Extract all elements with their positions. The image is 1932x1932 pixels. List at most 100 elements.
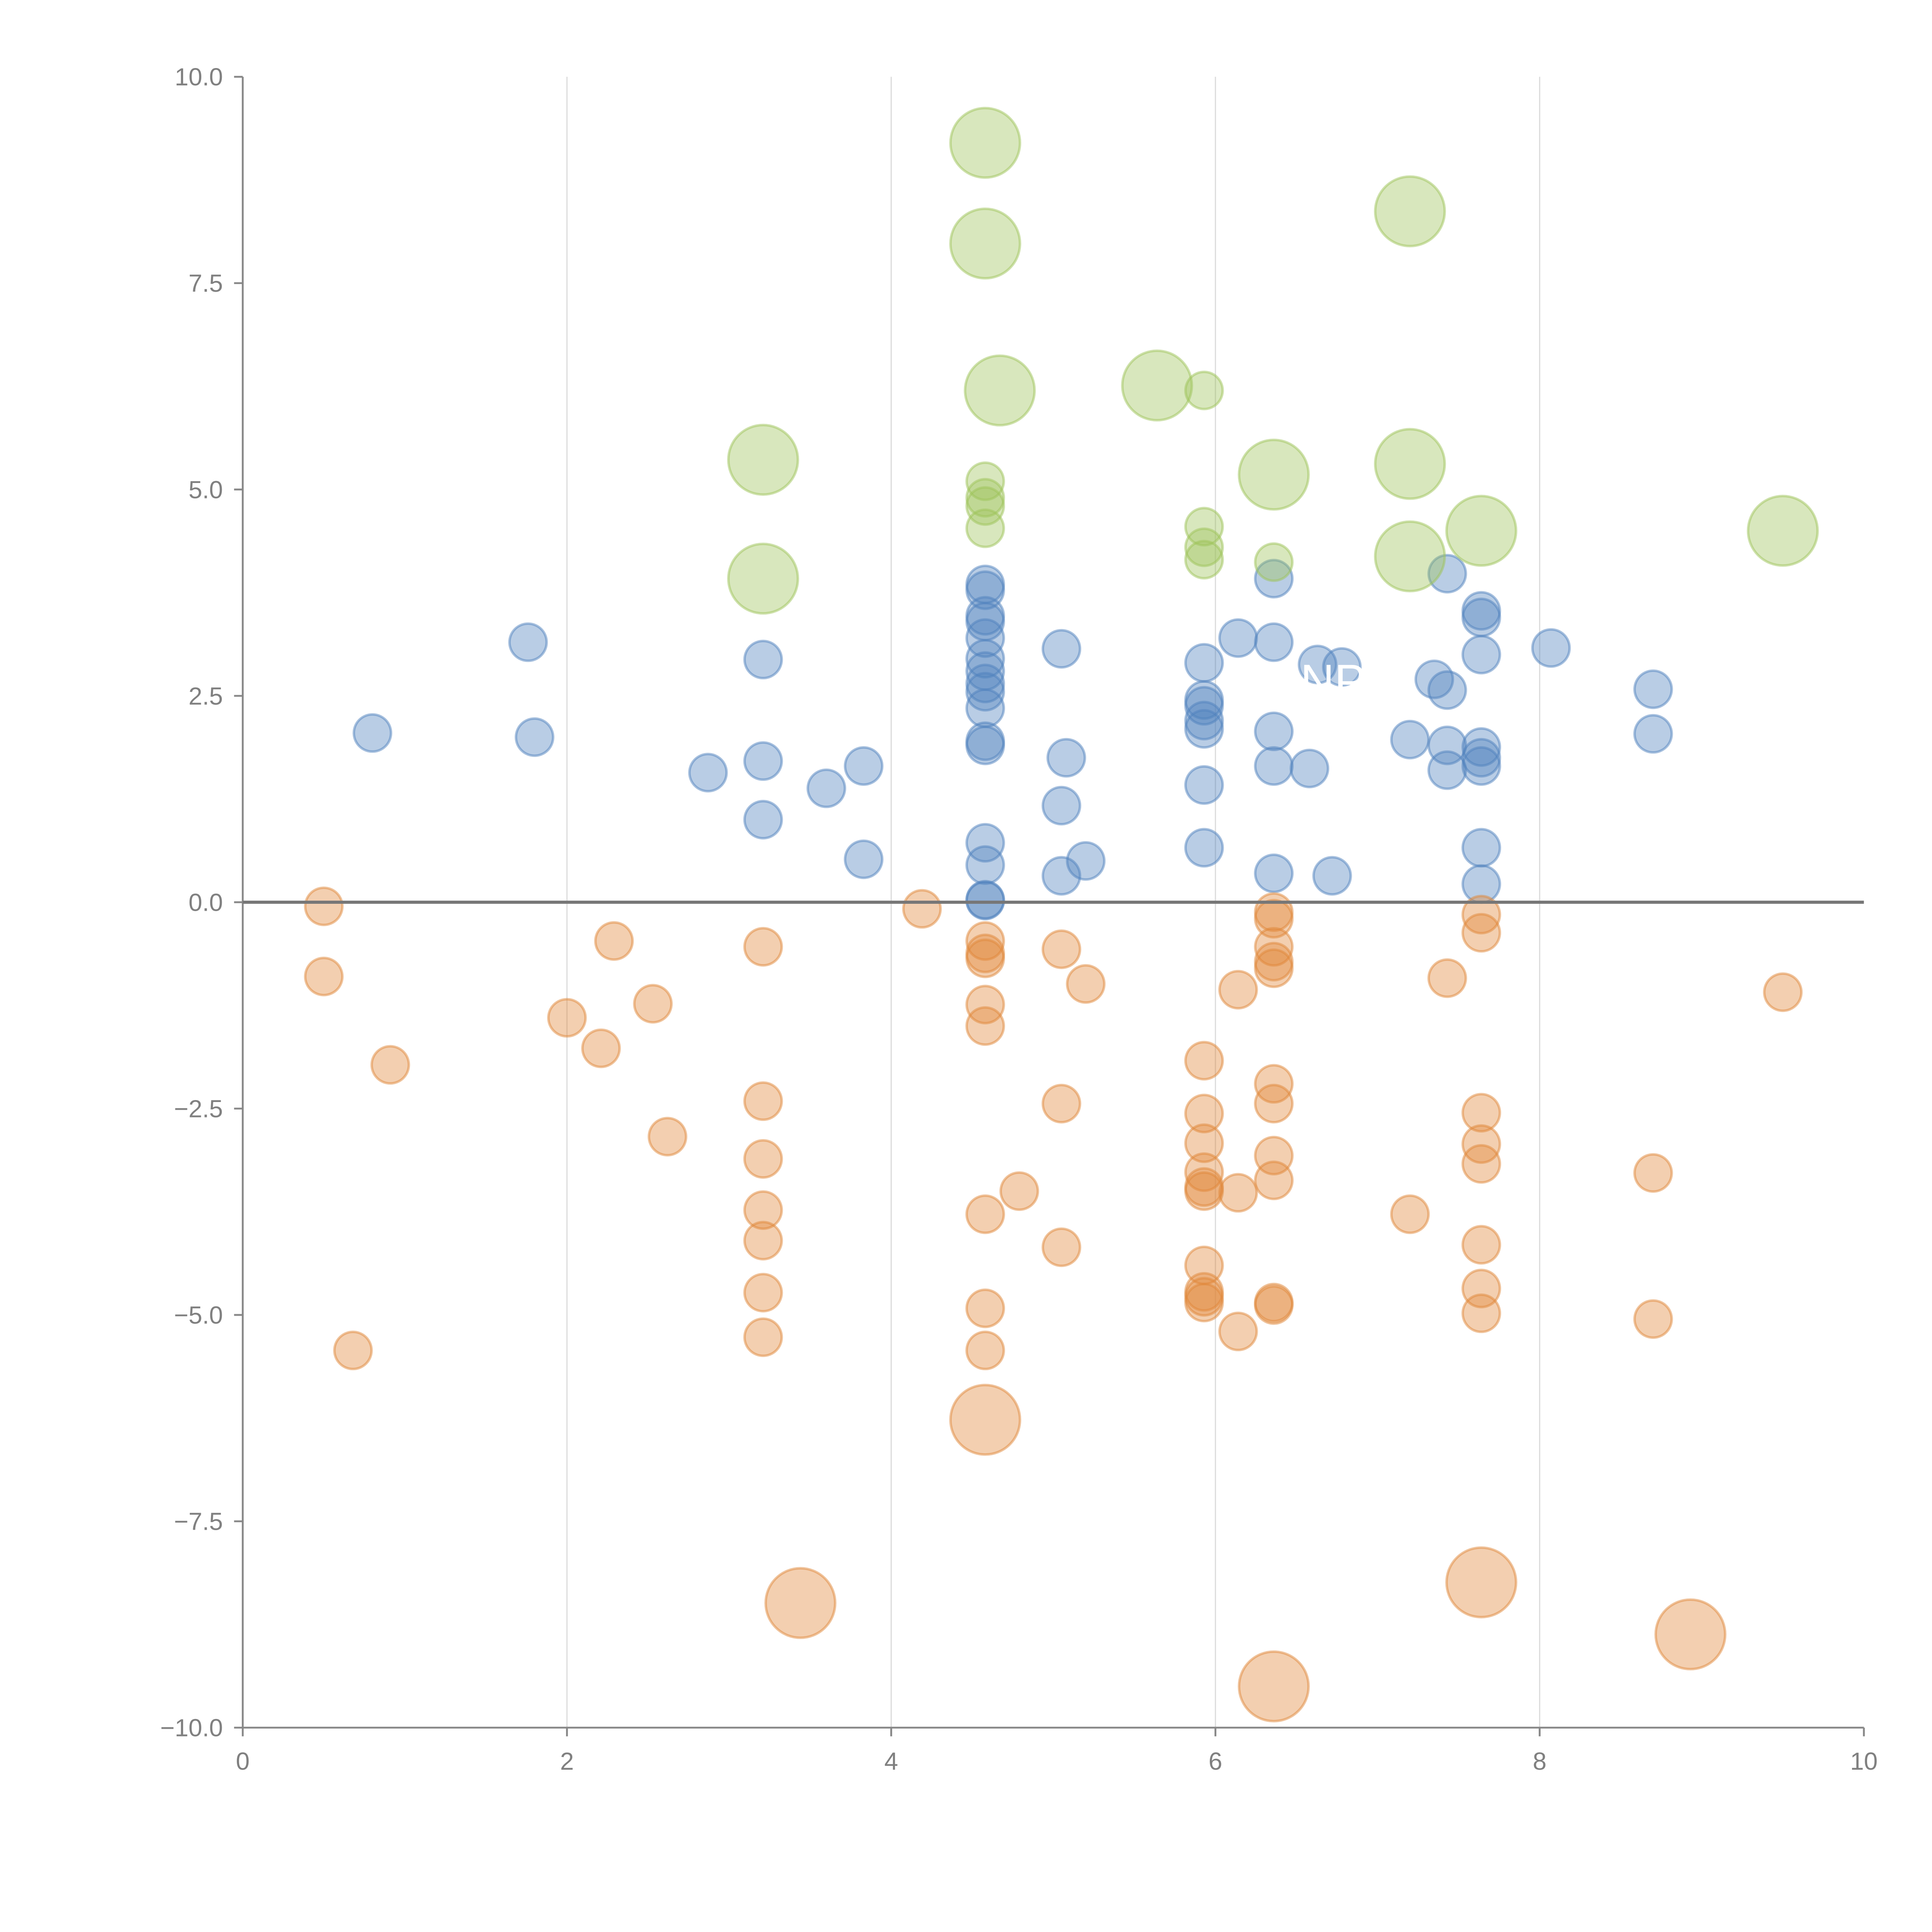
point-blue: [1046, 738, 1086, 778]
point-green: [1374, 175, 1446, 248]
x-tick-label: 8: [1533, 1747, 1547, 1775]
point-green: [1238, 439, 1310, 511]
point-blue: [965, 823, 1005, 863]
point-green: [1374, 428, 1446, 500]
point-orange: [1218, 1173, 1258, 1213]
x-tick-label: 0: [236, 1747, 250, 1775]
point-orange: [999, 1171, 1039, 1211]
point-blue: [965, 845, 1005, 885]
annotation-label: NPR: [1300, 655, 1400, 707]
point-blue: [1184, 701, 1224, 741]
point-orange: [1390, 1194, 1430, 1234]
y-tick-label: −2.5: [174, 1095, 223, 1122]
point-orange: [949, 1384, 1021, 1456]
point-orange: [1633, 1153, 1673, 1193]
point-blue: [1633, 669, 1673, 709]
x-tick-label: 6: [1209, 1747, 1223, 1775]
point-blue: [1531, 628, 1571, 668]
point-green: [727, 543, 799, 615]
point-green: [1184, 371, 1224, 410]
point-blue: [743, 741, 783, 781]
point-blue: [844, 839, 884, 879]
point-orange: [965, 1006, 1005, 1046]
point-blue: [1254, 853, 1294, 893]
y-tick-label: −10.0: [160, 1714, 223, 1742]
point-orange: [764, 1567, 837, 1639]
point-orange: [1654, 1598, 1726, 1670]
point-orange: [965, 1330, 1005, 1371]
point-blue: [1312, 856, 1352, 896]
point-green: [1184, 540, 1224, 580]
point-orange: [965, 938, 1005, 978]
point-blue: [1461, 746, 1501, 786]
point-blue: [1427, 554, 1467, 594]
point-blue: [352, 713, 393, 753]
point-orange: [965, 1288, 1005, 1328]
point-orange: [581, 1028, 621, 1068]
point-blue: [1066, 841, 1106, 881]
point-green: [949, 207, 1021, 280]
point-orange: [1445, 1546, 1517, 1619]
point-orange: [965, 985, 1005, 1025]
point-blue: [965, 688, 1005, 728]
point-blue: [1041, 629, 1082, 669]
point-green: [1121, 349, 1193, 422]
point-orange: [743, 1273, 783, 1313]
point-orange: [333, 1330, 373, 1371]
point-blue: [965, 881, 1005, 920]
point-orange: [370, 1045, 410, 1085]
y-tick-label: −7.5: [174, 1508, 223, 1536]
point-orange: [1184, 1123, 1224, 1163]
point-orange: [1763, 972, 1803, 1012]
point-blue: [965, 725, 1005, 765]
point-orange: [1218, 970, 1258, 1010]
x-tick-label: 10: [1850, 1747, 1878, 1775]
point-orange: [1254, 927, 1294, 967]
point-blue: [1254, 622, 1294, 662]
point-orange: [1184, 1171, 1224, 1211]
point-green: [965, 508, 1005, 548]
point-blue: [1414, 659, 1454, 699]
point-orange: [902, 889, 942, 929]
point-green: [1374, 520, 1446, 593]
point-green: [1445, 495, 1517, 567]
point-orange: [304, 956, 344, 997]
point-orange: [1041, 1227, 1082, 1267]
data-points: [304, 107, 1819, 1723]
point-orange: [965, 1194, 1005, 1234]
point-orange: [1218, 1311, 1258, 1352]
point-orange: [1427, 958, 1467, 998]
point-blue: [1427, 670, 1467, 710]
point-blue: [1218, 618, 1258, 658]
point-orange: [1184, 1041, 1224, 1081]
point-green: [965, 478, 1005, 518]
point-orange: [1238, 1650, 1310, 1723]
point-orange: [648, 1117, 687, 1156]
point-blue: [508, 622, 548, 662]
point-orange: [594, 921, 634, 961]
point-orange: [743, 927, 783, 967]
point-blue: [1184, 643, 1224, 683]
point-blue: [1254, 746, 1294, 786]
point-blue: [1461, 597, 1501, 638]
point-orange: [1254, 1083, 1294, 1124]
point-blue: [1041, 786, 1082, 826]
x-tick-label: 2: [560, 1747, 574, 1775]
point-green: [1184, 507, 1224, 547]
x-tick-label: 4: [884, 1747, 898, 1775]
axes: 0 2 4 6 8 10 10.0 7.5 5.0 2.5 0.0 −2.5 −5.0 −7.5 −10.0: [160, 63, 1878, 1775]
point-blue: [743, 639, 783, 680]
point-orange: [1254, 1285, 1294, 1325]
point-orange: [743, 1317, 783, 1357]
point-orange: [547, 998, 587, 1038]
point-orange: [1254, 1160, 1294, 1201]
point-green: [964, 354, 1036, 427]
point-orange: [743, 1190, 783, 1230]
point-blue: [1041, 856, 1082, 896]
point-orange: [304, 886, 344, 926]
point-blue: [844, 746, 884, 786]
point-blue: [743, 800, 783, 840]
point-orange: [743, 1081, 783, 1121]
point-orange: [743, 1221, 783, 1261]
